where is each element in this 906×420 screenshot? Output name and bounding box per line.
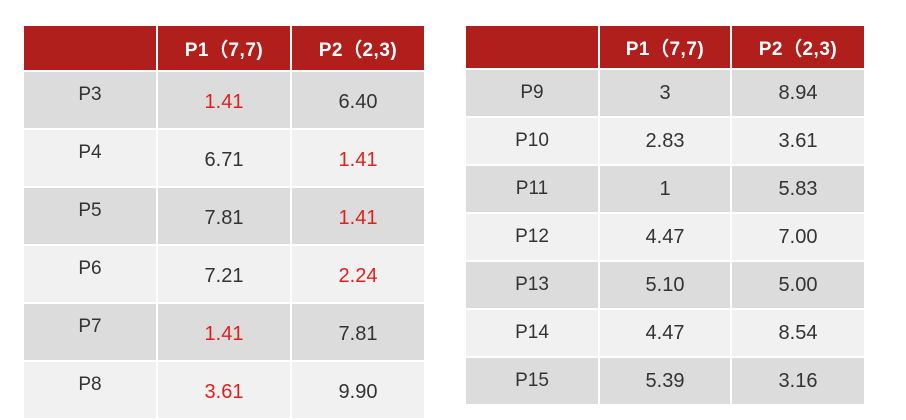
cell-p1: 5.10 <box>598 260 732 310</box>
cell-p1: 6.71 <box>156 128 292 188</box>
cell-p1: 1.41 <box>156 70 292 130</box>
table-row: P6 7.21 2.24 <box>22 244 426 304</box>
header-p1: P1（7,7) <box>156 24 292 72</box>
cell-p2: 9.90 <box>290 360 426 420</box>
table-row: P11 1 5.83 <box>464 164 866 214</box>
row-label: P3 <box>22 70 158 130</box>
cell-p2: 3.16 <box>730 356 866 406</box>
distance-table-right: P1（7,7) P2（2,3) P9 3 8.94 P10 2.83 3.61 … <box>464 24 866 406</box>
cell-p1: 1 <box>598 164 732 214</box>
cell-p2: 8.94 <box>730 68 866 118</box>
table-row: P3 1.41 6.40 <box>22 70 426 130</box>
table-row: P8 3.61 9.90 <box>22 360 426 420</box>
header-p1: P1（7,7) <box>598 24 732 70</box>
row-label: P12 <box>464 212 600 262</box>
cell-p2: 5.00 <box>730 260 866 310</box>
header-p2: P2（2,3) <box>290 24 426 72</box>
row-label: P4 <box>22 128 158 188</box>
row-label: P13 <box>464 260 600 310</box>
cell-p2: 2.24 <box>290 244 426 304</box>
distance-table-left: P1（7,7) P2（2,3) P3 1.41 6.40 P4 6.71 1.4… <box>22 24 426 420</box>
cell-p2: 6.40 <box>290 70 426 130</box>
table-row: P7 1.41 7.81 <box>22 302 426 362</box>
cell-p2: 8.54 <box>730 308 866 358</box>
row-label: P8 <box>22 360 158 420</box>
cell-p2: 7.00 <box>730 212 866 262</box>
table-row: P9 3 8.94 <box>464 68 866 118</box>
cell-p1: 7.81 <box>156 186 292 246</box>
row-label: P11 <box>464 164 600 214</box>
table-header-row: P1（7,7) P2（2,3) <box>22 24 426 72</box>
header-corner <box>464 24 600 70</box>
row-label: P7 <box>22 302 158 362</box>
table-row: P12 4.47 7.00 <box>464 212 866 262</box>
row-label: P6 <box>22 244 158 304</box>
header-p2: P2（2,3) <box>730 24 866 70</box>
cell-p2: 5.83 <box>730 164 866 214</box>
cell-p1: 5.39 <box>598 356 732 406</box>
table-row: P15 5.39 3.16 <box>464 356 866 406</box>
row-label: P14 <box>464 308 600 358</box>
cell-p2: 1.41 <box>290 128 426 188</box>
cell-p2: 1.41 <box>290 186 426 246</box>
row-label: P5 <box>22 186 158 246</box>
table-header-row: P1（7,7) P2（2,3) <box>464 24 866 70</box>
row-label: P15 <box>464 356 600 406</box>
row-label: P9 <box>464 68 600 118</box>
cell-p2: 7.81 <box>290 302 426 362</box>
table-row: P13 5.10 5.00 <box>464 260 866 310</box>
table-row: P4 6.71 1.41 <box>22 128 426 188</box>
table-row: P14 4.47 8.54 <box>464 308 866 358</box>
cell-p1: 4.47 <box>598 212 732 262</box>
row-label: P10 <box>464 116 600 166</box>
header-corner <box>22 24 158 72</box>
cell-p1: 3 <box>598 68 732 118</box>
cell-p1: 1.41 <box>156 302 292 362</box>
table-row: P5 7.81 1.41 <box>22 186 426 246</box>
cell-p1: 7.21 <box>156 244 292 304</box>
cell-p2: 3.61 <box>730 116 866 166</box>
cell-p1: 2.83 <box>598 116 732 166</box>
table-row: P10 2.83 3.61 <box>464 116 866 166</box>
cell-p1: 3.61 <box>156 360 292 420</box>
cell-p1: 4.47 <box>598 308 732 358</box>
